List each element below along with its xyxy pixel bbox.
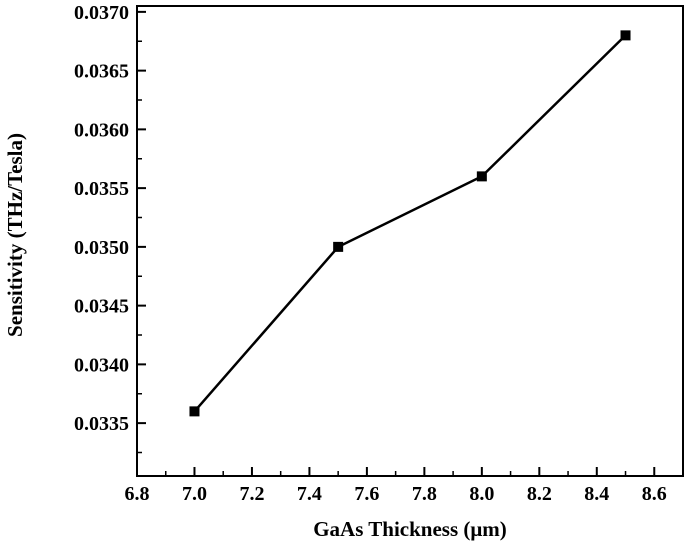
y-axis-ticks: 0.0335 0.0340 0.0345 0.0350 0.0355 0.0360 0.03…: [74, 2, 146, 454]
x-tick-label: 8.4: [584, 483, 609, 505]
x-tick-label: 6.8: [125, 483, 150, 505]
y-tick-label: 0.0350: [74, 237, 129, 259]
x-tick-label: 8.2: [527, 483, 552, 505]
x-axis-title: GaAs Thickness (μm): [313, 517, 507, 541]
x-tick-label: 8.0: [469, 483, 494, 505]
x-tick-label: 7.8: [412, 483, 437, 505]
data-point-marker: [189, 406, 200, 417]
y-axis-title: Sensitivity (THz/Tesla): [3, 133, 27, 337]
data-point-marker: [333, 241, 344, 252]
x-tick-label: 7.6: [354, 483, 379, 505]
x-axis-ticks: 6.8 7.0 7.2 7.4 7.6 7.8 8.0 8.2 8.4 8.6: [125, 467, 667, 505]
y-tick-label: 0.0370: [74, 2, 129, 24]
x-tick-label: 7.0: [182, 483, 207, 505]
x-tick-label: 7.4: [297, 483, 322, 505]
y-tick-label: 0.0345: [74, 296, 129, 318]
y-tick-label: 0.0340: [74, 354, 129, 376]
y-tick-label: 0.0360: [74, 119, 129, 141]
x-tick-label: 7.2: [239, 483, 264, 505]
y-tick-label: 0.0355: [74, 178, 129, 200]
plot-frame: [136, 5, 684, 477]
series-group: [189, 30, 631, 417]
series-line: [193, 34, 627, 413]
y-tick-label: 0.0335: [74, 413, 129, 435]
plot-border: [136, 5, 684, 477]
data-point-marker: [620, 30, 631, 41]
data-point-marker: [476, 171, 487, 182]
x-tick-label: 8.6: [642, 483, 667, 505]
y-tick-label: 0.0365: [74, 61, 129, 83]
